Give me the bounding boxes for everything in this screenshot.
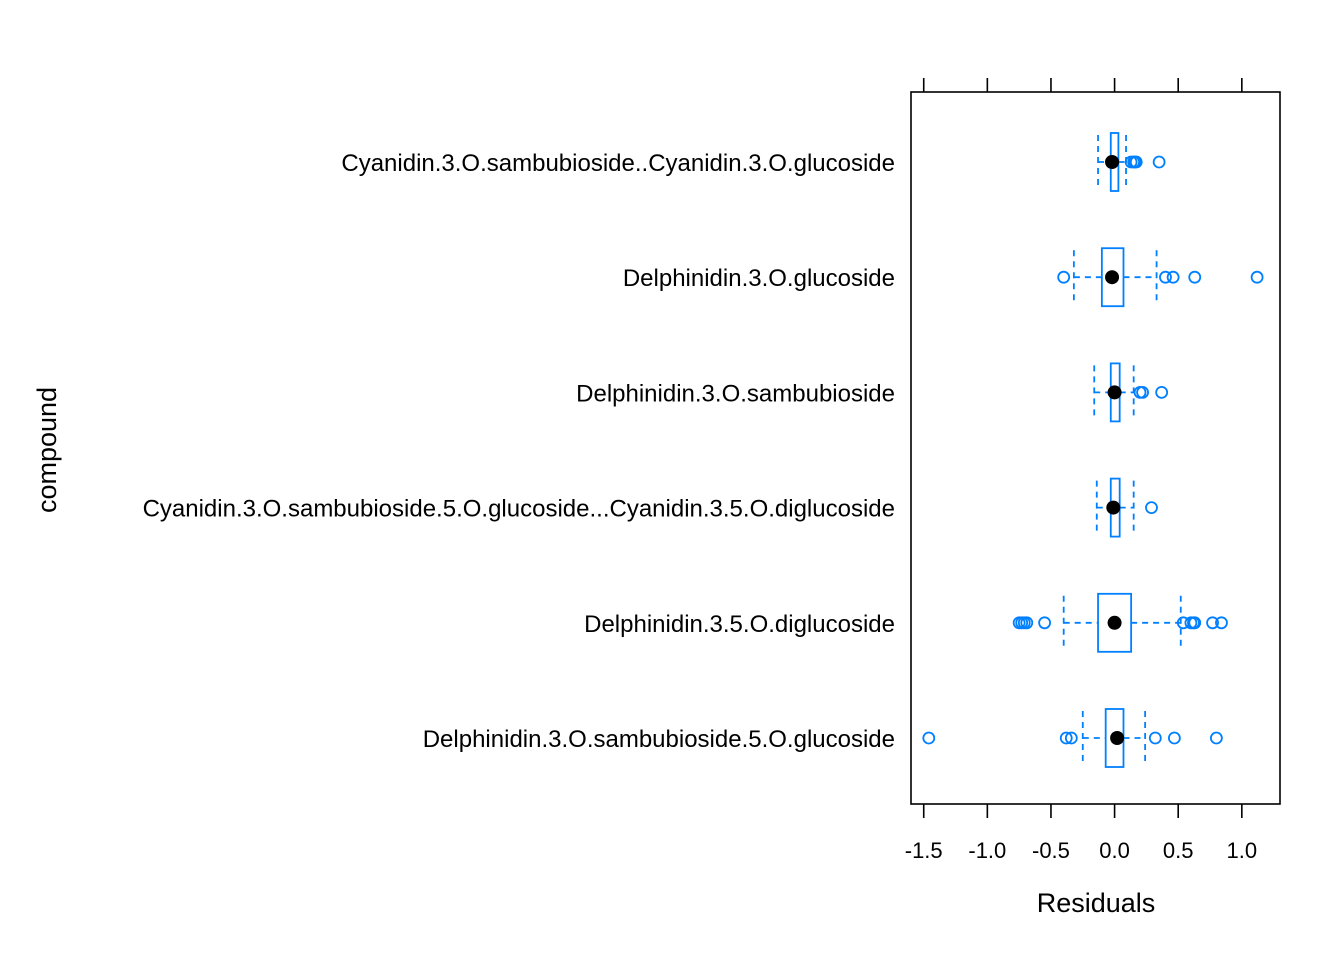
top-axis-ticks	[922, 78, 1243, 92]
category-label: Delphinidin.3.O.glucoside	[623, 265, 895, 292]
outlier-point	[1166, 270, 1180, 284]
box-group	[1057, 247, 1264, 308]
x-tick-label: -1.0	[968, 838, 1006, 863]
x-tick-label: 0.5	[1163, 838, 1194, 863]
outlier-point	[1167, 731, 1181, 745]
outlier-point	[1020, 616, 1034, 630]
outlier-point	[1155, 385, 1169, 399]
category-labels: Cyanidin.3.O.sambubioside..Cyanidin.3.O.…	[143, 150, 895, 753]
outlier-point	[1188, 270, 1202, 284]
outlier-point	[1250, 270, 1264, 284]
box-group	[922, 708, 1223, 768]
median-point	[1107, 385, 1122, 400]
median-point	[1105, 155, 1120, 169]
x-tick-labels: -1.5 -1.0 -0.5 0.0 0.5 1.0	[905, 838, 1257, 863]
x-tick-label: 0.0	[1099, 838, 1130, 863]
outlier-point	[1136, 385, 1149, 399]
iqr-box	[1100, 247, 1125, 308]
outlier-point	[1159, 270, 1172, 284]
boxes-layer	[922, 132, 1264, 768]
median-point	[1106, 500, 1121, 515]
category-label: Cyanidin.3.O.sambubioside.5.O.glucoside.…	[143, 496, 895, 523]
box-group	[1012, 592, 1228, 653]
outlier-point	[1145, 501, 1158, 515]
x-tick-label: 1.0	[1227, 838, 1258, 863]
iqr-box	[1097, 592, 1133, 653]
outlier-point	[922, 731, 936, 745]
outlier-point	[1215, 616, 1228, 630]
outlier-point	[1038, 616, 1052, 630]
x-axis-title: Residuals	[1037, 888, 1156, 918]
category-label: Cyanidin.3.O.sambubioside..Cyanidin.3.O.…	[341, 150, 895, 177]
outlier-point	[1148, 731, 1162, 745]
x-tick-label: -0.5	[1032, 838, 1070, 863]
plot-frame	[910, 91, 1281, 805]
outlier-point	[1064, 731, 1078, 745]
outlier-point	[1057, 270, 1071, 284]
outlier-point	[1188, 616, 1202, 630]
median-point	[1105, 270, 1120, 285]
bottom-axis-ticks	[922, 804, 1243, 818]
category-label: Delphinidin.3.5.O.diglucoside	[584, 611, 895, 638]
outlier-point	[1209, 731, 1223, 745]
category-label: Delphinidin.3.O.sambubioside	[576, 380, 895, 407]
median-point	[1110, 731, 1125, 745]
box-group	[1095, 477, 1158, 538]
median-point	[1107, 615, 1122, 630]
box-group	[1093, 362, 1169, 423]
box-group	[1097, 132, 1166, 192]
outlier-point	[1059, 731, 1073, 745]
x-tick-label: -1.5	[905, 838, 943, 863]
y-axis-title: compound	[32, 387, 62, 513]
outlier-point	[1152, 155, 1166, 169]
category-label: Delphinidin.3.O.sambubioside.5.O.glucosi…	[423, 726, 895, 753]
outlier-point	[1206, 616, 1219, 630]
outlier-point	[1129, 155, 1143, 169]
